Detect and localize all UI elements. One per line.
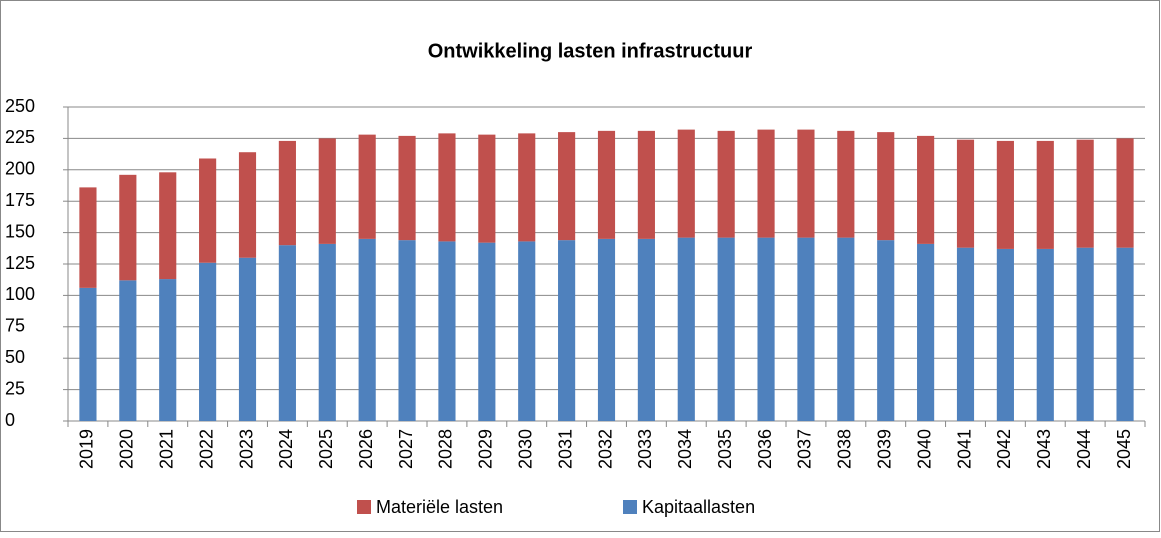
- x-tick-label: 2039: [874, 429, 894, 469]
- bar-segment: [438, 133, 456, 242]
- bar-segment: [1116, 138, 1134, 248]
- bar-segment: [79, 287, 97, 421]
- x-tick-label: 2036: [755, 429, 775, 469]
- y-tick-label: 150: [5, 221, 35, 241]
- bar-segment: [956, 247, 975, 421]
- bar-segment: [837, 237, 855, 421]
- bar-segment: [238, 152, 257, 258]
- x-tick-label: 2022: [196, 429, 216, 469]
- bar-segment: [996, 140, 1014, 249]
- x-tick-label: 2040: [914, 429, 934, 469]
- bar-segment: [996, 248, 1014, 421]
- bar-segment: [238, 257, 257, 421]
- y-tick-label: 175: [5, 190, 35, 210]
- bar-segment: [119, 174, 137, 281]
- x-tick-label: 2024: [276, 429, 296, 469]
- bar-segment: [637, 130, 655, 239]
- bar-segment: [1036, 248, 1054, 421]
- bar-segment: [518, 133, 536, 242]
- x-tick-label: 2030: [515, 429, 535, 469]
- bar-segment: [358, 134, 376, 239]
- legend-label: Kapitaallasten: [642, 497, 755, 517]
- bar-segment: [956, 139, 975, 248]
- bar-segment: [318, 243, 336, 421]
- bar-segment: [558, 132, 576, 241]
- bar-segment: [159, 172, 177, 280]
- chart-title: Ontwikkeling lasten infrastructuur: [428, 40, 753, 62]
- x-tick-label: 2037: [795, 429, 815, 469]
- bar-segment: [1036, 140, 1054, 249]
- bar-segment: [917, 135, 935, 244]
- y-tick-label: 200: [5, 159, 35, 179]
- bar-segment: [278, 140, 296, 246]
- bar-segment: [478, 242, 496, 421]
- x-tick-label: 2044: [1074, 429, 1094, 469]
- bar-segment: [199, 262, 217, 421]
- bar-segment: [79, 187, 97, 288]
- x-tick-label: 2023: [236, 429, 256, 469]
- x-tick-label: 2043: [1034, 429, 1054, 469]
- bar-segment: [717, 130, 735, 238]
- bar-segment: [757, 129, 775, 238]
- bar-segment: [717, 237, 735, 421]
- bar-segment: [318, 138, 336, 244]
- bar-segment: [398, 135, 416, 241]
- x-tick-label: 2026: [356, 429, 376, 469]
- bar-segment: [637, 238, 655, 421]
- bar-segment: [518, 241, 536, 421]
- x-tick-label: 2042: [994, 429, 1014, 469]
- y-tick-label: 225: [5, 127, 35, 147]
- x-tick-label: 2021: [156, 429, 176, 469]
- y-tick-label: 75: [5, 316, 25, 336]
- x-tick-label: 2034: [675, 429, 695, 469]
- bar-segment: [677, 237, 695, 421]
- bar-segment: [877, 132, 895, 241]
- bar-segment: [478, 134, 496, 243]
- x-tick-label: 2029: [476, 429, 496, 469]
- x-tick-label: 2031: [555, 429, 575, 469]
- x-tick-label: 2019: [77, 429, 97, 469]
- x-tick-label: 2027: [396, 429, 416, 469]
- y-tick-label: 125: [5, 253, 35, 273]
- legend-label: Materiële lasten: [376, 497, 503, 517]
- y-tick-label: 250: [5, 96, 35, 116]
- bar-segment: [1076, 247, 1094, 421]
- bar-segment: [797, 237, 815, 421]
- x-tick-label: 2032: [595, 429, 615, 469]
- legend-swatch: [357, 500, 371, 514]
- bar-segment: [119, 280, 137, 421]
- bar-segment: [677, 129, 695, 238]
- bar-segment: [398, 240, 416, 421]
- legend-swatch: [623, 500, 637, 514]
- y-tick-label: 25: [5, 378, 25, 398]
- x-tick-label: 2025: [316, 429, 336, 469]
- y-tick-label: 50: [5, 347, 25, 367]
- bar-segment: [199, 158, 217, 263]
- x-tick-label: 2035: [715, 429, 735, 469]
- bar-segment: [278, 245, 296, 421]
- bar-segment: [1116, 247, 1134, 421]
- x-tick-label: 2033: [635, 429, 655, 469]
- bar-segment: [877, 240, 895, 421]
- x-tick-label: 2041: [954, 429, 974, 469]
- y-tick-label: 0: [5, 410, 15, 430]
- bar-segment: [597, 130, 616, 239]
- x-tick-label: 2020: [117, 429, 137, 469]
- bar-segment: [438, 241, 456, 421]
- bar-segment: [597, 238, 616, 421]
- bar-segment: [757, 237, 775, 421]
- bar-segment: [1076, 139, 1094, 248]
- x-tick-label: 2028: [436, 429, 456, 469]
- bar-segment: [917, 243, 935, 421]
- bar-segment: [159, 279, 177, 421]
- y-tick-label: 100: [5, 284, 35, 304]
- x-tick-label: 2045: [1114, 429, 1134, 469]
- bar-segment: [358, 238, 376, 421]
- bar-segment: [558, 240, 576, 421]
- x-tick-label: 2038: [835, 429, 855, 469]
- bar-segment: [837, 130, 855, 238]
- bar-segment: [797, 129, 815, 238]
